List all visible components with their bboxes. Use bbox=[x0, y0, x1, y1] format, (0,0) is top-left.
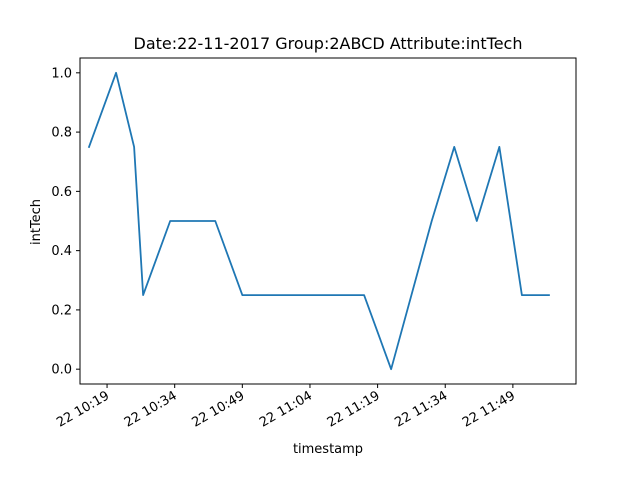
plot-area: 0.0 0.2 0.4 0.6 0.8 1.0 22 10:19 22 10:34 22 10:… bbox=[51, 57, 577, 431]
x-tick-label: 22 10:49 bbox=[189, 388, 247, 430]
y-tick-label: 0.4 bbox=[51, 244, 72, 259]
y-tick-label: 0.0 bbox=[51, 363, 72, 378]
y-tick-label: 0.6 bbox=[51, 185, 72, 200]
x-tick-label: 22 11:34 bbox=[392, 388, 450, 430]
y-tick-label: 0.2 bbox=[51, 303, 72, 318]
x-tick-label: 22 11:49 bbox=[460, 388, 518, 430]
x-tick-label: 22 11:19 bbox=[325, 388, 383, 430]
x-axis-label: timestamp bbox=[293, 442, 363, 457]
chart-title: Date:22-11-2017 Group:2ABCD Attribute:in… bbox=[134, 34, 523, 53]
y-tick-label: 1.0 bbox=[51, 66, 72, 81]
x-tick-label: 22 10:34 bbox=[122, 388, 180, 430]
plot-frame bbox=[79, 57, 577, 385]
x-tick-label: 22 10:19 bbox=[54, 388, 112, 430]
y-tick-label: 0.8 bbox=[51, 126, 72, 141]
x-tick-label: 22 11:04 bbox=[257, 388, 315, 430]
series-line bbox=[87, 71, 550, 371]
y-axis-label: intTech bbox=[29, 199, 44, 245]
